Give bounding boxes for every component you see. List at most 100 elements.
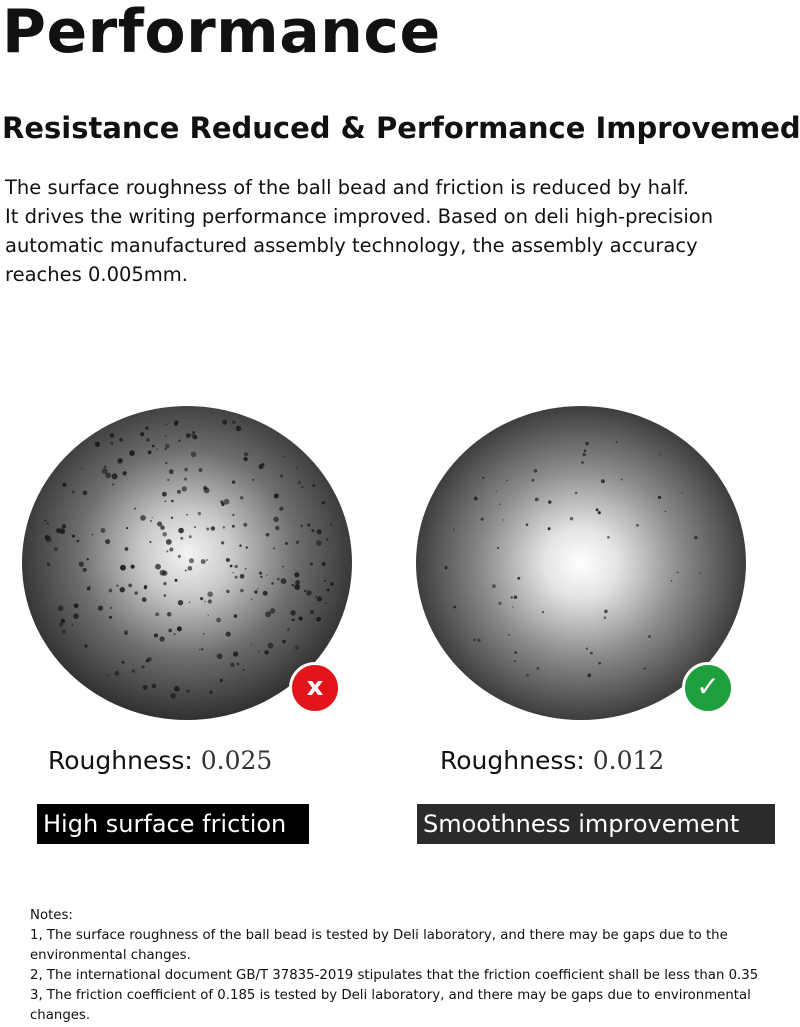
surface-speck: [232, 420, 236, 424]
surface-speck: [244, 568, 247, 570]
page-subtitle: Resistance Reduced & Performance Improve…: [2, 111, 800, 145]
surface-speck: [126, 527, 129, 530]
surface-speck: [607, 535, 610, 539]
surface-speck: [699, 572, 702, 574]
notes-heading: Notes:: [30, 908, 73, 923]
surface-speck: [225, 631, 231, 637]
surface-speck: [235, 425, 242, 432]
surface-speck: [84, 644, 88, 648]
surface-speck: [271, 582, 274, 585]
surface-speck: [91, 533, 94, 536]
surface-speck: [694, 535, 698, 540]
surface-speck: [265, 532, 270, 537]
surface-speck: [62, 482, 67, 487]
surface-speck: [598, 661, 601, 665]
surface-speck: [159, 636, 165, 642]
surface-speck: [221, 502, 225, 507]
surface-speck: [283, 456, 286, 458]
surface-speck: [307, 523, 311, 527]
description-line: reaches 0.005mm.: [5, 263, 188, 286]
surface-speck: [536, 666, 540, 671]
surface-speck: [316, 540, 322, 546]
surface-speck: [232, 571, 234, 574]
surface-speck: [184, 477, 187, 481]
surface-speck: [188, 558, 195, 564]
surface-speck: [151, 683, 157, 689]
surface-speck: [294, 572, 300, 578]
surface-speck: [620, 478, 623, 481]
surface-speck: [163, 594, 167, 597]
surface-speck: [273, 516, 279, 523]
surface-speck: [229, 564, 233, 568]
description-line: automatic manufactured assembly technolo…: [5, 234, 698, 257]
surface-speck: [222, 419, 228, 425]
surface-speck: [239, 496, 244, 500]
surface-speck: [170, 516, 174, 519]
surface-speck: [207, 614, 209, 616]
surface-speck: [300, 524, 303, 528]
surface-speck: [259, 571, 263, 575]
surface-speck: [207, 591, 214, 598]
surface-speck: [658, 453, 661, 456]
surface-speck: [174, 578, 178, 582]
surface-speck: [129, 450, 135, 456]
surface-speck: [207, 599, 212, 604]
surface-speck: [260, 575, 263, 579]
surface-speck: [291, 583, 295, 587]
surface-speck: [73, 603, 79, 609]
surface-speck: [55, 527, 62, 534]
surface-speck: [231, 524, 235, 528]
surface-speck: [323, 579, 327, 582]
surface-speck: [200, 559, 206, 565]
notes: Notes: 1, The surface roughness of the b…: [30, 906, 800, 1026]
surface-speck: [531, 478, 535, 482]
surface-speck: [119, 586, 126, 593]
surface-speck: [109, 606, 113, 610]
surface-speck: [220, 541, 225, 545]
surface-speck: [547, 527, 551, 531]
surface-speck: [71, 490, 75, 494]
surface-speck: [168, 628, 173, 633]
surface-speck: [190, 451, 197, 458]
surface-speck: [54, 547, 58, 551]
surface-speck: [61, 524, 67, 529]
surface-speck: [73, 613, 79, 619]
surface-speck: [309, 562, 314, 566]
surface-speck: [184, 569, 187, 572]
surface-speck: [164, 435, 167, 438]
surface-speck: [477, 638, 481, 643]
surface-speck: [145, 426, 149, 430]
surface-speck: [241, 676, 243, 678]
surface-speck: [264, 650, 269, 655]
surface-speck: [291, 618, 295, 622]
surface-speck: [269, 608, 276, 614]
surface-speck: [101, 468, 108, 474]
surface-speck: [165, 423, 168, 426]
surface-speck: [147, 450, 152, 455]
surface-speck: [497, 546, 500, 549]
surface-speck: [86, 586, 91, 591]
surface-speck: [165, 443, 170, 449]
surface-speck: [266, 574, 268, 576]
surface-speck: [164, 447, 167, 450]
surface-speck: [95, 599, 97, 601]
surface-speck: [162, 570, 168, 576]
surface-speck: [177, 489, 181, 494]
surface-speck: [146, 438, 150, 442]
surface-speck: [316, 596, 323, 602]
surface-speck: [239, 544, 242, 547]
surface-speck: [585, 647, 588, 650]
surface-speck: [643, 667, 646, 670]
notes-line: environmental changes.: [30, 948, 191, 963]
smoothness-tag: Smoothness improvement: [417, 804, 775, 844]
surface-speck: [200, 648, 204, 651]
surface-speck: [121, 660, 125, 664]
surface-speck: [100, 528, 106, 533]
surface-speck: [156, 448, 159, 450]
surface-speck: [273, 547, 275, 550]
surface-speck: [315, 595, 318, 598]
surface-speck: [287, 628, 290, 631]
surface-speck: [86, 558, 89, 561]
surface-speck: [583, 449, 587, 452]
roughness-value: 0.025: [200, 746, 273, 775]
